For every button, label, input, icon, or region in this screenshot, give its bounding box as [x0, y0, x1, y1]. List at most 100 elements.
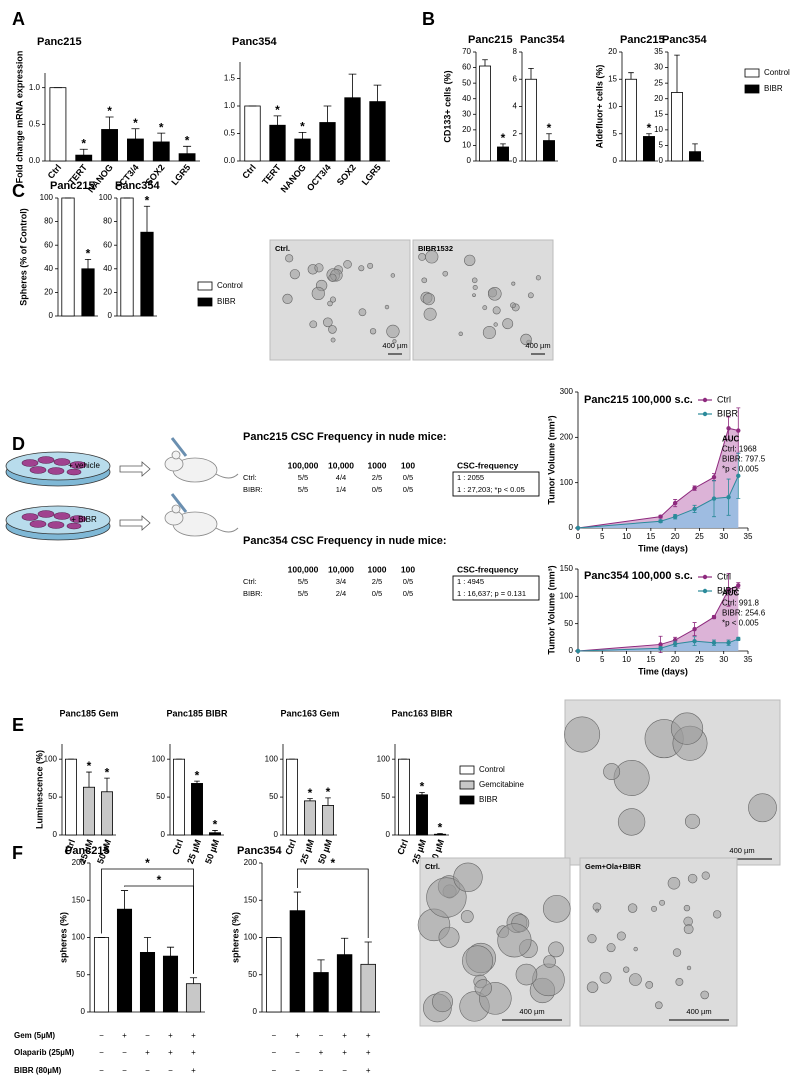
y-tick-label: 0	[274, 830, 279, 839]
y-tick-label: 35	[654, 47, 663, 56]
y-tick-label: 6	[513, 74, 518, 83]
treatment-sign: +	[319, 1048, 324, 1057]
cell-cluster	[510, 302, 516, 309]
annotation: AUC	[722, 589, 740, 598]
y-tick-label: 1.0	[29, 83, 41, 92]
y-tick-label: 0	[613, 156, 618, 165]
table-cell: Ctrl:	[243, 577, 257, 586]
bar	[313, 972, 329, 1013]
y-tick-label: 200	[560, 432, 574, 441]
error-bar	[340, 937, 349, 955]
cell-cluster	[564, 716, 601, 753]
point	[726, 494, 731, 500]
x-tick-label: OCT3/4	[305, 162, 333, 193]
treatment-sign: −	[99, 1031, 104, 1040]
point	[575, 525, 581, 531]
legend-marker	[702, 411, 708, 417]
legend-swatch	[459, 795, 475, 805]
significance-star: *	[647, 121, 652, 135]
error-bar	[419, 792, 425, 795]
cell-cluster	[458, 331, 463, 336]
treatment-sign: −	[271, 1066, 276, 1075]
y-tick-label: 8	[513, 47, 518, 56]
y-tick-label: 1.5	[224, 74, 236, 83]
treatment-sign: −	[271, 1048, 276, 1057]
panel-letter: E	[12, 715, 24, 735]
treatment-sign: +	[122, 1031, 127, 1040]
y-axis-label: Aldefluor+ cells (%)	[594, 65, 604, 149]
cell-cluster	[432, 991, 454, 1013]
cell-cluster	[617, 808, 646, 836]
cell-cluster	[282, 293, 293, 304]
cell-cluster	[535, 275, 541, 281]
cell-cluster	[502, 318, 514, 330]
cell-cluster	[672, 948, 682, 957]
y-axis-label: Fold change mRNA expression	[14, 51, 24, 184]
point	[736, 473, 741, 479]
cell-cluster	[423, 307, 437, 321]
chart-title: Panc163 Gem	[280, 708, 339, 718]
significance-star: *	[501, 131, 506, 145]
bar	[269, 124, 286, 162]
y-tick-label: 60	[462, 63, 471, 72]
chart-title: Panc354	[520, 34, 566, 46]
legend-swatch	[459, 765, 475, 775]
y-tick-label: 0	[81, 1007, 86, 1016]
x-tick-label: 50 µM	[203, 838, 221, 865]
significance-star: *	[300, 120, 305, 134]
table-cell: 1/4	[336, 485, 346, 494]
legend-label: BIBR	[717, 408, 739, 418]
treatment-sign: +	[145, 1048, 150, 1057]
error-bar	[546, 133, 552, 141]
scale-label: 400 µm	[525, 341, 550, 350]
y-tick-label: 0	[108, 311, 113, 320]
significance-star: *	[420, 780, 425, 794]
chart-title: Panc215	[65, 845, 110, 857]
x-tick-label: Ctrl	[395, 838, 410, 856]
cell-cluster	[472, 284, 478, 290]
cell-cluster	[392, 339, 397, 344]
table-header: 10,000	[328, 564, 354, 574]
y-tick-label: 50	[381, 792, 390, 801]
y-tick-label: 50	[564, 619, 573, 628]
point	[692, 506, 697, 512]
table-cell: 5/5	[298, 485, 308, 494]
cell-cluster	[667, 877, 681, 890]
y-tick-label: 20	[608, 47, 617, 56]
y-tick-label: 100	[72, 933, 86, 942]
table-cell: 1 : 4945	[457, 577, 484, 586]
cell-cluster	[645, 981, 654, 989]
significance-star: *	[157, 873, 162, 887]
cell-cluster	[330, 337, 336, 343]
table-cell: BIBR:	[243, 589, 263, 598]
y-tick-label: 15	[654, 109, 663, 118]
treatment-name: Gem (5µM)	[14, 1031, 55, 1040]
y-tick-label: 100	[244, 933, 258, 942]
x-tick-label: 20	[671, 655, 680, 664]
treatment-sign: +	[191, 1031, 196, 1040]
bar	[209, 832, 221, 836]
cell-cluster	[543, 955, 556, 968]
x-tick-label: 30	[719, 655, 728, 664]
cell-cluster	[367, 262, 374, 269]
cell-cluster	[309, 320, 318, 329]
scale-label: 400 µm	[729, 846, 754, 855]
cell-cluster	[599, 971, 612, 984]
cell-cluster	[285, 254, 294, 263]
y-tick-label: 15	[608, 74, 617, 83]
cell-cluster	[701, 871, 710, 880]
y-axis-label: Luminescence (%)	[34, 750, 44, 829]
cell-cluster	[606, 943, 616, 953]
point	[736, 583, 741, 588]
cell-cluster	[627, 903, 638, 913]
error-bar	[323, 105, 332, 123]
y-tick-label: 40	[44, 264, 53, 273]
x-tick-label: 25 µM	[298, 838, 316, 865]
y-tick-label: 10	[654, 125, 663, 134]
y-tick-label: 100	[377, 754, 391, 763]
table-cell: 1 : 2055	[457, 473, 484, 482]
x-tick-label: Ctrl	[62, 838, 77, 856]
error-bar	[628, 72, 634, 80]
x-tick-label: 35	[744, 655, 753, 664]
bar	[671, 92, 683, 162]
